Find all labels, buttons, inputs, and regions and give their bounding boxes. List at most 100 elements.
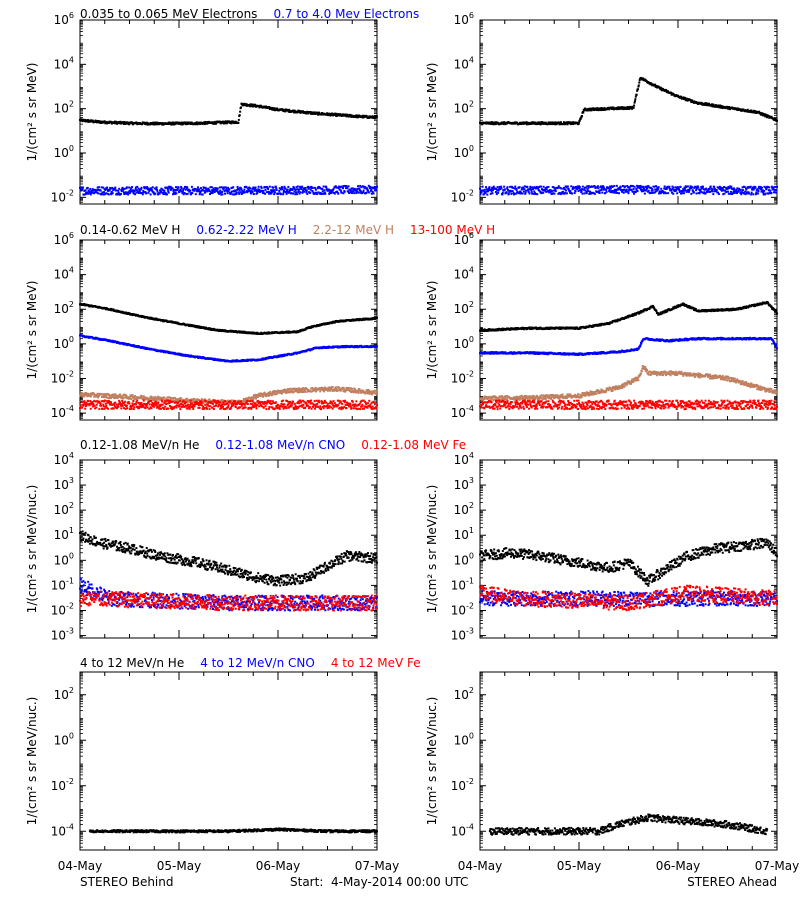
data-point — [198, 193, 201, 196]
data-point — [553, 186, 556, 189]
data-point — [690, 192, 693, 195]
data-point — [179, 188, 182, 191]
data-point — [165, 398, 168, 401]
data-point — [670, 189, 673, 192]
data-point — [752, 188, 755, 191]
data-point — [600, 187, 603, 190]
data-point — [131, 394, 134, 397]
data-point — [272, 190, 275, 193]
data-point — [275, 189, 278, 192]
data-point — [759, 186, 762, 189]
data-point — [633, 104, 636, 107]
data-point — [334, 186, 337, 189]
data-point — [105, 394, 108, 397]
data-point — [616, 191, 619, 194]
series-black-1 — [79, 102, 378, 126]
data-point — [675, 187, 678, 190]
data-point — [705, 102, 708, 105]
data-point — [123, 393, 126, 396]
data-point — [184, 186, 187, 189]
data-point — [684, 189, 687, 192]
data-point — [207, 187, 210, 190]
data-point — [237, 191, 240, 194]
data-point — [165, 186, 168, 189]
data-point — [120, 397, 123, 400]
data-point — [320, 192, 323, 195]
data-point — [193, 189, 196, 192]
data-point — [281, 353, 284, 356]
data-point — [760, 186, 763, 189]
data-point — [205, 121, 208, 124]
data-point — [209, 190, 212, 193]
data-point — [292, 186, 295, 189]
data-point — [299, 191, 302, 194]
data-point — [245, 186, 248, 189]
data-point — [205, 188, 208, 191]
data-point — [678, 190, 681, 193]
data-point — [329, 190, 332, 193]
data-point — [750, 193, 753, 196]
data-point — [199, 187, 202, 190]
data-point — [349, 189, 352, 192]
data-point — [754, 186, 757, 189]
data-point — [128, 192, 131, 195]
data-point — [556, 186, 559, 189]
data-point — [154, 396, 157, 399]
data-point — [210, 186, 213, 189]
data-point — [311, 189, 314, 192]
data-point — [301, 185, 304, 188]
panel-electrons-behind: 10-2 100 102 104 106 1/(cm² s sr MeV) — [25, 11, 378, 205]
data-point — [682, 189, 685, 192]
data-point — [155, 186, 158, 189]
data-point — [239, 191, 242, 194]
data-point — [187, 354, 190, 357]
data-point — [631, 105, 634, 108]
data-point — [281, 186, 284, 189]
data-point — [609, 191, 612, 194]
data-point — [349, 115, 352, 118]
data-point — [152, 121, 155, 124]
data-point — [356, 187, 359, 190]
data-point — [222, 188, 225, 191]
data-point — [235, 192, 238, 195]
data-point — [616, 188, 619, 191]
data-point — [552, 192, 555, 195]
data-point — [578, 119, 581, 122]
data-point — [356, 190, 359, 193]
data-point — [601, 191, 604, 194]
data-point — [344, 345, 347, 348]
data-point — [295, 193, 298, 196]
data-point — [282, 191, 285, 194]
data-point — [151, 190, 154, 193]
y-tick-label: 104 — [54, 266, 74, 282]
data-point — [174, 191, 177, 194]
data-point — [687, 191, 690, 194]
data-point — [717, 191, 720, 194]
data-point — [655, 188, 658, 191]
data-point — [230, 191, 233, 194]
data-point — [683, 186, 686, 189]
data-point — [357, 191, 360, 194]
data-point — [145, 121, 148, 124]
data-point — [179, 396, 182, 399]
data-point — [167, 191, 170, 194]
data-point — [150, 395, 153, 398]
data-point — [662, 190, 665, 193]
data-point — [743, 192, 746, 195]
data-point — [370, 192, 373, 195]
data-point — [634, 95, 637, 98]
data-point — [88, 190, 91, 193]
data-point — [599, 189, 602, 192]
data-point — [95, 191, 98, 194]
data-point — [80, 186, 83, 189]
data-point — [152, 191, 155, 194]
data-point — [240, 192, 243, 195]
data-point — [233, 122, 236, 125]
data-point — [177, 398, 180, 401]
data-point — [515, 188, 518, 191]
data-point — [670, 91, 673, 94]
panel-header-row-3: 0.12-1.08 MeV/n He 0.12-1.08 MeV/n CNO 0.1… — [80, 438, 466, 452]
data-point — [695, 187, 698, 190]
data-point — [765, 187, 768, 190]
data-point — [688, 189, 691, 192]
